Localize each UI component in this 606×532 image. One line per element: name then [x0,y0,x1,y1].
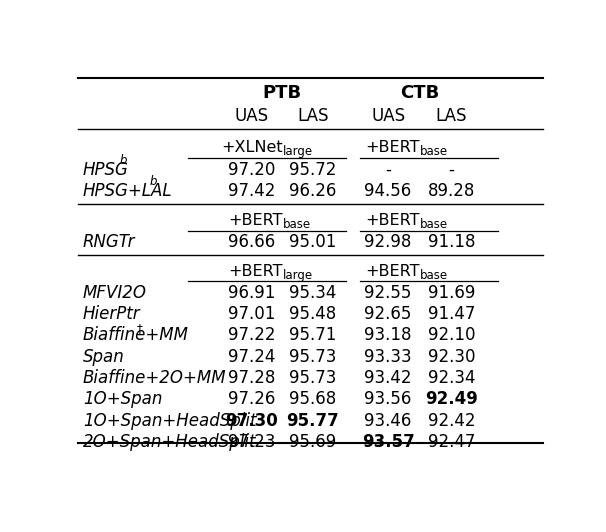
Text: 97.24: 97.24 [228,348,276,365]
Text: -: - [385,161,391,179]
Text: HPSG: HPSG [83,161,128,179]
Text: 93.46: 93.46 [364,412,411,430]
Text: 95.68: 95.68 [289,390,336,409]
Text: 93.56: 93.56 [364,390,411,409]
Text: 97.28: 97.28 [228,369,276,387]
Text: 93.42: 93.42 [364,369,412,387]
Text: HPSG+LAL: HPSG+LAL [83,182,173,200]
Text: +BERT: +BERT [228,264,282,279]
Text: base: base [420,145,448,158]
Text: 1O+Span: 1O+Span [83,390,162,409]
Text: b: b [119,154,127,167]
Text: 89.28: 89.28 [428,182,475,200]
Text: 91.47: 91.47 [428,305,475,323]
Text: 97.42: 97.42 [228,182,276,200]
Text: 92.65: 92.65 [364,305,411,323]
Text: Span: Span [83,348,125,365]
Text: large: large [282,269,313,282]
Text: 97.22: 97.22 [228,327,276,344]
Text: CTB: CTB [400,84,439,102]
Text: 97.20: 97.20 [228,161,276,179]
Text: RNGTr: RNGTr [83,232,135,251]
Text: large: large [282,145,313,158]
Text: +BERT: +BERT [365,264,420,279]
Text: 95.01: 95.01 [289,232,336,251]
Text: base: base [420,218,448,231]
Text: †: † [137,321,143,335]
Text: 95.48: 95.48 [289,305,336,323]
Text: 95.72: 95.72 [289,161,336,179]
Text: 93.18: 93.18 [364,327,412,344]
Text: UAS: UAS [235,107,269,125]
Text: 97.26: 97.26 [228,390,276,409]
Text: 92.42: 92.42 [428,412,475,430]
Text: 92.30: 92.30 [428,348,475,365]
Text: 96.26: 96.26 [289,182,336,200]
Text: +BERT: +BERT [228,213,282,228]
Text: b: b [150,176,158,188]
Text: 92.34: 92.34 [428,369,475,387]
Text: Biaffine+2O+MM: Biaffine+2O+MM [83,369,227,387]
Text: +XLNet: +XLNet [221,140,282,155]
Text: 95.71: 95.71 [289,327,336,344]
Text: 2O+Span+HeadSplit: 2O+Span+HeadSplit [83,433,256,451]
Text: 95.77: 95.77 [287,412,339,430]
Text: LAS: LAS [297,107,328,125]
Text: 97.23: 97.23 [228,433,276,451]
Text: +BERT: +BERT [365,140,420,155]
Text: 92.98: 92.98 [364,232,411,251]
Text: PTB: PTB [263,84,302,102]
Text: 96.91: 96.91 [228,284,276,302]
Text: 1O+Span+HeadSplit: 1O+Span+HeadSplit [83,412,256,430]
Text: -: - [448,161,454,179]
Text: Biaffine+MM: Biaffine+MM [83,327,189,344]
Text: 95.73: 95.73 [289,369,336,387]
Text: 91.69: 91.69 [428,284,475,302]
Text: 94.56: 94.56 [364,182,411,200]
Text: MFVI2O: MFVI2O [83,284,147,302]
Text: HierPtr: HierPtr [83,305,141,323]
Text: UAS: UAS [371,107,405,125]
Text: 92.47: 92.47 [428,433,475,451]
Text: 95.73: 95.73 [289,348,336,365]
Text: LAS: LAS [436,107,467,125]
Text: +BERT: +BERT [365,213,420,228]
Text: 91.18: 91.18 [428,232,475,251]
Text: 95.34: 95.34 [289,284,336,302]
Text: 93.33: 93.33 [364,348,412,365]
Text: base: base [420,269,448,282]
Text: 96.66: 96.66 [228,232,276,251]
Text: 92.55: 92.55 [364,284,411,302]
Text: 93.57: 93.57 [362,433,415,451]
Text: 92.49: 92.49 [425,390,478,409]
Text: 97.01: 97.01 [228,305,276,323]
Text: 97.30: 97.30 [225,412,278,430]
Text: base: base [282,218,310,231]
Text: 95.69: 95.69 [289,433,336,451]
Text: 92.10: 92.10 [428,327,475,344]
